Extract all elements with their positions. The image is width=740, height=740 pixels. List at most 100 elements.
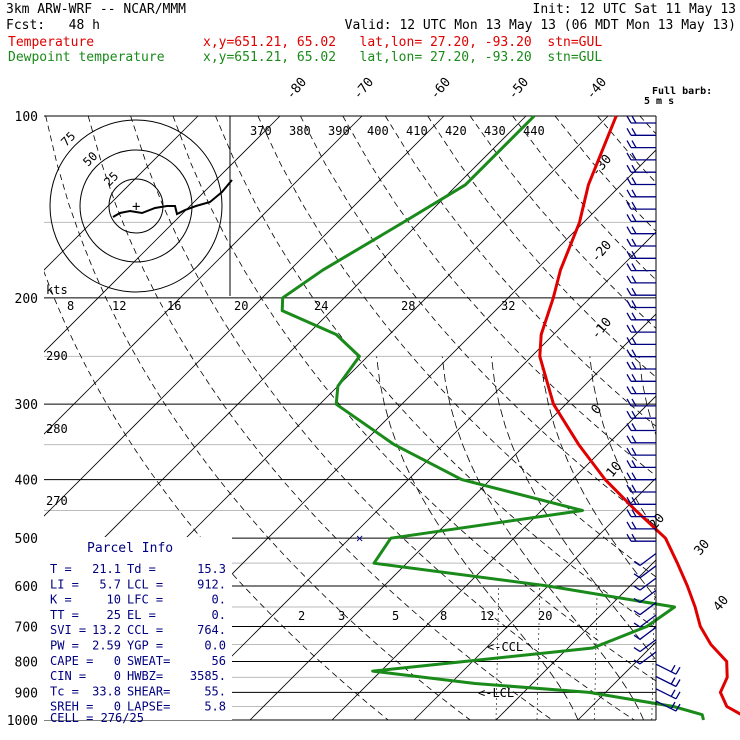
pressure-label-400: 400 <box>15 474 38 489</box>
isotherm-label--40: -40 <box>584 75 611 103</box>
parcel-v2-8: 55. <box>204 684 226 698</box>
parcel-marker: ✕ <box>356 531 363 545</box>
wind-barb <box>626 226 656 235</box>
parcel-k1-6: CAPE = <box>50 654 93 668</box>
parcel-v1-7: 0 <box>114 669 121 683</box>
isotherm-label-30: 30 <box>692 537 714 559</box>
theta-side-label-280: 280 <box>46 422 68 436</box>
isotherm <box>44 116 281 353</box>
wind-barb <box>626 337 656 346</box>
hodograph-axis-label-16: 16 <box>167 299 181 313</box>
mixing-ratio-label-3: 3 <box>338 609 345 623</box>
wind-barb <box>626 201 656 210</box>
wind-barb <box>626 472 656 481</box>
wind-barb <box>626 521 656 530</box>
wind-barb <box>626 189 656 198</box>
parcel-v1-0: 21.1 <box>92 562 121 576</box>
isotherm-label--20: -20 <box>589 238 616 266</box>
isotherm-label--60: -60 <box>428 75 455 103</box>
pressure-label-800: 800 <box>15 655 38 670</box>
wind-barb <box>626 238 656 247</box>
parcel-v1-8: 33.8 <box>92 684 121 698</box>
pressure-label-200: 200 <box>15 292 38 307</box>
model-title: 3km ARW-WRF -- NCAR/MMM <box>6 2 187 17</box>
mixing-ratio-line <box>536 585 541 720</box>
wind-barb <box>626 460 656 469</box>
parcel-v2-0: 15.3 <box>197 562 226 576</box>
dewpoint-line <box>280 114 705 721</box>
dry-adiabat <box>130 116 635 720</box>
dry-adiabat <box>87 116 553 720</box>
isotherm-label--50: -50 <box>506 75 533 103</box>
mixing-ratio-label-8: 8 <box>440 609 447 623</box>
pressure-label-600: 600 <box>15 580 38 595</box>
parcel-k1-8: Tc = <box>50 684 79 698</box>
hodograph: + 25 50 75 kts <box>46 116 233 297</box>
isotherm <box>249 313 656 720</box>
parcel-k2-3: EL = <box>127 608 156 622</box>
isotherm <box>167 231 656 720</box>
mixing-ratio-label-12: 12 <box>480 609 494 623</box>
parcel-k2-7: HWBZ= <box>127 669 163 683</box>
parcel-k1-7: CIN = <box>50 669 86 683</box>
parcel-v2-7: 3585. <box>190 669 226 683</box>
theta-label-430: 430 <box>484 124 506 138</box>
moist-adiabat <box>441 356 644 720</box>
pressure-label-1000: 1000 <box>7 714 38 729</box>
wind-barb <box>655 675 681 688</box>
wind-barb <box>626 509 656 518</box>
parcel-k2-4: CCL = <box>127 623 163 637</box>
isotherm-label-10: 10 <box>604 459 626 481</box>
forecast-hour: Fcst: 48 h <box>6 18 100 33</box>
parcel-info-panel: Parcel Info T = 21.1 Td = 15.3 LI = 5.7 LCL = 9… <box>44 537 232 725</box>
parcel-k2-2: LFC = <box>127 593 163 607</box>
wind-barb <box>626 410 656 419</box>
hodograph-axis-label-8: 8 <box>67 299 74 313</box>
isotherm-label-40: 40 <box>711 593 733 615</box>
isotherm <box>44 116 199 271</box>
wind-barb <box>655 663 681 675</box>
dry-adiabat <box>512 116 656 281</box>
parcel-k2-5: YGP = <box>127 639 163 653</box>
wind-barb <box>626 386 656 395</box>
wind-barb <box>655 688 681 700</box>
dry-adiabat <box>725 116 740 720</box>
dry-adiabat <box>342 116 656 477</box>
theta-label-410: 410 <box>406 124 428 138</box>
parcel-k1-3: TT = <box>50 608 79 622</box>
wind-barb <box>633 552 657 567</box>
wind-barb <box>633 639 657 653</box>
theta-side-label-270: 270 <box>46 494 68 508</box>
wind-barb <box>655 700 681 712</box>
hodograph-center: + <box>132 199 140 215</box>
wind-barb <box>633 565 657 579</box>
mixing-ratio-label-5: 5 <box>392 609 399 623</box>
wind-barb <box>626 300 656 309</box>
wind-barb <box>633 626 657 640</box>
parcel-k2-9: LAPSE= <box>127 700 170 714</box>
parcel-v1-5: 2.59 <box>92 639 121 653</box>
hodograph-ring-label-75: 75 <box>58 129 78 149</box>
isotherm <box>660 116 740 720</box>
parcel-v1-4: 13.2 <box>92 623 121 637</box>
pressure-label-100: 100 <box>15 110 38 125</box>
pressure-label-900: 900 <box>15 686 38 701</box>
wind-barb <box>626 533 656 542</box>
isotherm <box>577 641 656 720</box>
dry-adiabat <box>257 116 656 578</box>
parcel-k1-1: LI = <box>50 577 79 591</box>
barb-legend-units: 5 m s <box>644 96 674 107</box>
wind-barb <box>626 164 656 173</box>
wind-barb <box>626 435 656 444</box>
dry-adiabat <box>597 116 656 184</box>
mixing-ratio-labels: 2 3 5 8 12 20 <box>298 609 552 623</box>
dewpoint-location: x,y=651.21, 65.02 lat,lon= 27.20, -93.20… <box>203 50 603 65</box>
parcel-k2-6: SWEAT= <box>127 654 170 668</box>
wind-barb <box>626 349 656 358</box>
parcel-k1-5: PW = <box>50 639 79 653</box>
wind-barb <box>626 287 656 296</box>
wind-barb <box>626 423 656 432</box>
temperature-location: x,y=651.21, 65.02 lat,lon= 27.20, -93.20… <box>203 35 603 50</box>
